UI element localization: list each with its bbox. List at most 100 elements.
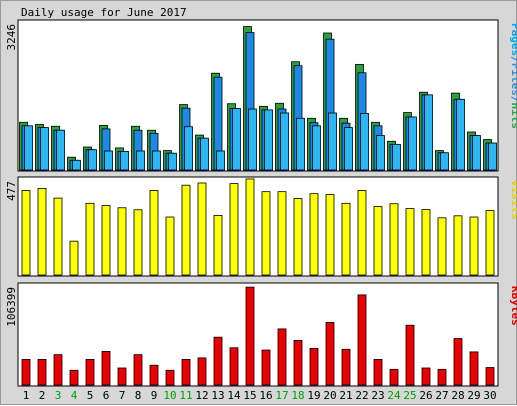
- kbytes-bar: [101, 351, 111, 386]
- day-tick-label: 21: [339, 389, 352, 402]
- visits-bar: [85, 202, 95, 276]
- visits-bar: [405, 208, 415, 276]
- pages-bar: [296, 117, 305, 171]
- visits-bar: [485, 210, 495, 276]
- kbytes-bar: [325, 322, 335, 386]
- pages-bar: [488, 142, 497, 171]
- kbytes-bar: [69, 369, 79, 386]
- kbytes-panel-background: [17, 282, 499, 387]
- visits-bar: [229, 183, 239, 276]
- pages-bar: [360, 113, 369, 171]
- day-tick-label: 1: [23, 389, 30, 402]
- day-tick-label: 17: [275, 389, 288, 402]
- pages-bar: [24, 125, 33, 171]
- visits-bar: [213, 215, 223, 276]
- pages-bar: [424, 94, 433, 171]
- pages-bar: [456, 98, 465, 171]
- day-tick-label: 23: [371, 389, 384, 402]
- pages-bar: [216, 150, 225, 171]
- pages-bar: [264, 109, 273, 171]
- pages-bar: [40, 127, 49, 171]
- pages-bar: [184, 126, 193, 171]
- kbytes-bar: [357, 294, 367, 386]
- hits-panel-max-label: 3246: [5, 24, 18, 51]
- day-tick-label: 22: [355, 389, 368, 402]
- day-tick-label: 9: [151, 389, 158, 402]
- visits-bar: [357, 190, 367, 276]
- kbytes-bar: [405, 324, 415, 386]
- kbytes-bar: [181, 359, 191, 386]
- pages-bar: [472, 135, 481, 171]
- visits-bar: [373, 206, 383, 276]
- day-tick-label: 26: [419, 389, 432, 402]
- kbytes-bar: [485, 367, 495, 386]
- kbytes-bar: [373, 359, 383, 386]
- pages-bar: [280, 112, 289, 171]
- day-tick-label: 11: [179, 389, 192, 402]
- kbytes-bar: [133, 354, 143, 386]
- hits-panel-background: [17, 19, 499, 172]
- visits-bar: [101, 205, 111, 276]
- visits-bar: [37, 188, 47, 276]
- day-tick-label: 25: [403, 389, 416, 402]
- kbytes-bar: [213, 336, 223, 386]
- day-tick-label: 30: [483, 389, 496, 402]
- visits-bar: [261, 191, 271, 276]
- day-tick-label: 27: [435, 389, 448, 402]
- chart-title: Daily usage for June 2017: [21, 6, 187, 19]
- pages-bar: [392, 143, 401, 171]
- kbytes-panel-series-label: KBytes: [509, 286, 517, 326]
- pages-bar: [72, 159, 81, 171]
- kbytes-bar: [21, 359, 31, 386]
- pages-bar: [232, 108, 241, 171]
- visits-bar: [197, 182, 207, 276]
- visits-panel-series-label: Visits: [509, 180, 517, 220]
- kbytes-bar: [421, 367, 431, 386]
- visits-bar: [53, 197, 63, 276]
- visits-bar: [453, 215, 463, 276]
- kbytes-panel-max-label: 106399: [5, 287, 18, 327]
- pages-bar: [88, 149, 97, 171]
- pages-bar: [152, 150, 161, 171]
- day-tick-label: 18: [291, 389, 304, 402]
- day-tick-label: 20: [323, 389, 336, 402]
- visits-bar: [437, 217, 447, 276]
- visits-bar: [325, 194, 335, 276]
- pages-bar: [168, 152, 177, 171]
- day-tick-label: 15: [243, 389, 256, 402]
- kbytes-bar: [261, 349, 271, 386]
- pages-bar: [328, 112, 337, 171]
- day-tick-label: 4: [71, 389, 78, 402]
- pages-bar: [312, 125, 321, 171]
- kbytes-bar: [37, 359, 47, 386]
- day-tick-label: 10: [163, 389, 176, 402]
- visits-bar: [293, 198, 303, 276]
- day-tick-label: 13: [211, 389, 224, 402]
- kbytes-bar: [341, 348, 351, 386]
- visits-bar: [469, 216, 479, 276]
- day-tick-label: 6: [103, 389, 110, 402]
- visits-bar: [421, 209, 431, 276]
- pages-bar: [440, 152, 449, 171]
- kbytes-bar: [197, 357, 207, 386]
- kbytes-bar: [229, 347, 239, 386]
- visits-panel-max-label: 477: [5, 181, 18, 201]
- kbytes-bar: [293, 339, 303, 386]
- day-tick-label: 5: [87, 389, 94, 402]
- day-tick-label: 8: [135, 389, 142, 402]
- day-tick-label: 2: [39, 389, 46, 402]
- hits-panel-series-label: Pages/Files/Hits: [509, 23, 517, 129]
- kbytes-bar: [117, 367, 127, 386]
- visits-bar: [277, 191, 287, 276]
- day-tick-label: 3: [55, 389, 62, 402]
- visits-bar: [309, 193, 319, 276]
- day-tick-label: 16: [259, 389, 272, 402]
- kbytes-bar: [165, 369, 175, 386]
- day-tick-label: 12: [195, 389, 208, 402]
- kbytes-bar: [85, 359, 95, 386]
- pages-bar: [344, 127, 353, 171]
- day-tick-label: 14: [227, 389, 241, 402]
- pages-bar: [120, 151, 129, 171]
- visits-bar: [133, 209, 143, 276]
- kbytes-bar: [53, 354, 63, 386]
